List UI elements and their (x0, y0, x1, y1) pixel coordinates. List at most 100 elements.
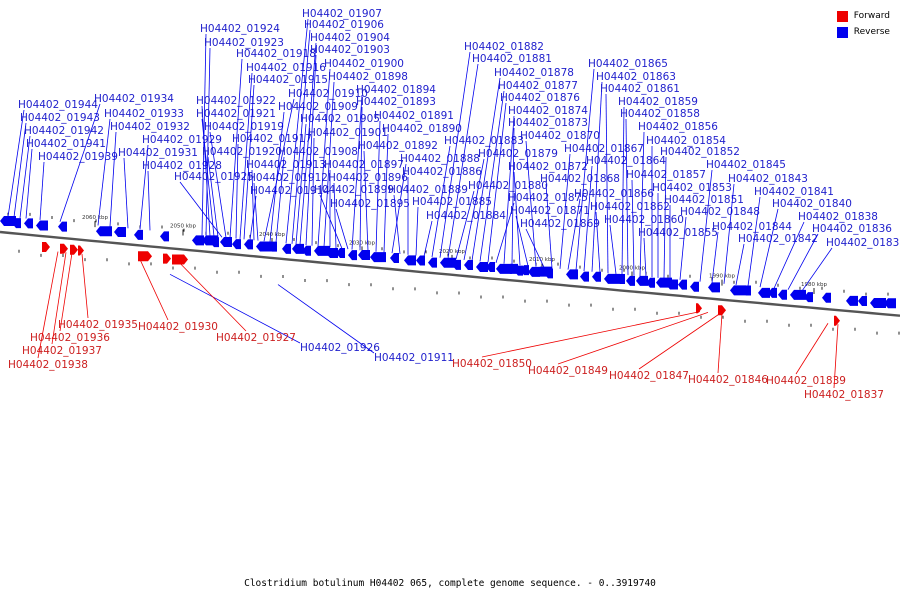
reverse-leader-line (759, 208, 779, 288)
reverse-leader-line (699, 169, 713, 282)
reverse-gene-arrow (58, 221, 67, 232)
forward-gene-arrow (718, 305, 726, 316)
reverse-gene-label: H04402_01905 (300, 113, 380, 125)
reverse-leader-line (575, 68, 595, 271)
map-caption: Clostridium botulinum H04402 065, comple… (244, 578, 656, 589)
reverse-gene-label: H04402_01912 (248, 172, 328, 184)
reverse-leader-line (801, 247, 833, 292)
reverse-gene-label: H04402_01873 (508, 117, 588, 129)
reverse-gene-label: H04402_01867 (564, 143, 644, 155)
reverse-leader-line (415, 206, 419, 256)
forward-gene-label: H04402_01850 (452, 358, 532, 370)
reverse-leader-line (439, 51, 471, 258)
forward-gene-arrow (70, 244, 78, 255)
reverse-gene-label: H04402_01922 (196, 95, 276, 107)
reverse-gene-arrow (390, 253, 399, 264)
forward-gene-arrow (60, 243, 68, 254)
reverse-gene-label: H04402_01868 (540, 173, 620, 185)
forward-leader-line (795, 323, 829, 375)
reverse-leader-line (583, 165, 593, 272)
reverse-gene-label: H04402_01871 (510, 205, 590, 217)
reverse-leader-line (179, 181, 223, 238)
reverse-gene-label: H04402_01929 (142, 134, 222, 146)
reverse-gene-arrow (36, 220, 48, 231)
forward-gene-label: H04402_01927 (216, 332, 296, 344)
reverse-gene-arrow (282, 243, 291, 254)
reverse-leader-line (7, 109, 25, 217)
forward-gene-label: H04402_01847 (609, 370, 689, 382)
reverse-gene-arrow (520, 265, 529, 276)
reverse-leader-line (291, 29, 311, 244)
reverse-gene-label: H04402_01909 (278, 101, 358, 113)
forward-gene-label: H04402_01938 (8, 359, 88, 371)
forward-leader-line (59, 252, 73, 332)
reverse-leader-line (59, 103, 101, 222)
reverse-leader-line (423, 220, 433, 257)
forward-leader-line (179, 262, 247, 332)
reverse-leader-line (209, 131, 227, 238)
reverse-gene-label: H04402_01878 (494, 67, 574, 79)
reverse-leader-line (169, 273, 301, 344)
reverse-gene-label: H04402_01874 (508, 105, 588, 117)
reverse-gene-arrow (292, 243, 304, 254)
reverse-gene-arrow (210, 237, 219, 248)
reverse-gene-arrow (846, 295, 858, 306)
reverse-gene-arrow (348, 250, 357, 261)
reverse-leader-line (285, 18, 309, 244)
reverse-gene-label: H04402_01844 (712, 221, 792, 233)
reverse-leader-line (39, 161, 45, 220)
reverse-gene-arrow (790, 289, 806, 300)
reverse-leader-line (253, 182, 259, 241)
reverse-gene-arrow (544, 268, 553, 279)
reverse-gene-label: H04402_01862 (590, 201, 670, 213)
reverse-leader-line (605, 93, 609, 274)
forward-leader-line (717, 313, 723, 374)
reverse-leader-line (97, 118, 111, 226)
reverse-gene-arrow (314, 245, 330, 256)
tick-label: 2010 kbp (529, 257, 555, 263)
reverse-gene-label: H04402_01883 (444, 135, 524, 147)
forward-gene-label: H04402_01849 (528, 365, 608, 377)
reverse-gene-arrow (514, 265, 523, 276)
reverse-gene-label: H04402_01900 (324, 58, 404, 70)
reverse-gene-label: H04402_01841 (754, 186, 834, 198)
legend-forward-label: Forward (853, 11, 890, 21)
reverse-gene-label: H04402_01879 (478, 148, 558, 160)
reverse-leader-line (487, 102, 507, 263)
reverse-leader-line (393, 194, 401, 255)
reverse-gene-label: H04402_01941 (26, 138, 106, 150)
reverse-gene-label: H04402_01842 (738, 233, 818, 245)
reverse-gene-label: H04402_01875 (508, 192, 588, 204)
reverse-gene-label: H04402_01942 (24, 125, 104, 137)
tick-label: 1980 kbp (801, 282, 827, 288)
forward-gene-arrow (696, 303, 702, 314)
tick-label: 2020 kbp (439, 249, 465, 255)
reverse-gene-label: H04402_01925 (174, 171, 254, 183)
reverse-leader-line (525, 140, 537, 267)
legend-reverse-label: Reverse (853, 27, 890, 37)
reverse-gene-arrow (636, 275, 648, 286)
reverse-gene-label: H04402_01926 (300, 342, 380, 354)
reverse-leader-line (269, 111, 285, 242)
reverse-gene-arrow (592, 271, 601, 282)
reverse-gene-arrow (870, 298, 886, 309)
reverse-gene-label: H04402_01865 (588, 58, 668, 70)
reverse-gene-label: H04402_01899 (314, 184, 394, 196)
reverse-gene-label: H04402_01931 (118, 147, 198, 159)
forward-genes (42, 242, 840, 326)
reverse-gene-label: H04402_01858 (620, 108, 700, 120)
forward-leader-line (557, 312, 709, 365)
reverse-gene-label: H04402_01908 (278, 146, 358, 158)
reverse-gene-arrow (804, 292, 813, 303)
reverse-gene-arrow (370, 252, 386, 263)
reverse-gene-arrow (486, 261, 495, 272)
reverse-gene-label: H04402_01932 (110, 121, 190, 133)
reverse-gene-label: H04402_01854 (646, 135, 726, 147)
reverse-leader-line (239, 72, 253, 239)
reverse-leader-line (109, 131, 117, 227)
reverse-genes (0, 216, 896, 309)
reverse-leader-line (243, 84, 255, 240)
reverse-gene-arrow (580, 271, 589, 282)
forward-leader-line (81, 253, 89, 319)
